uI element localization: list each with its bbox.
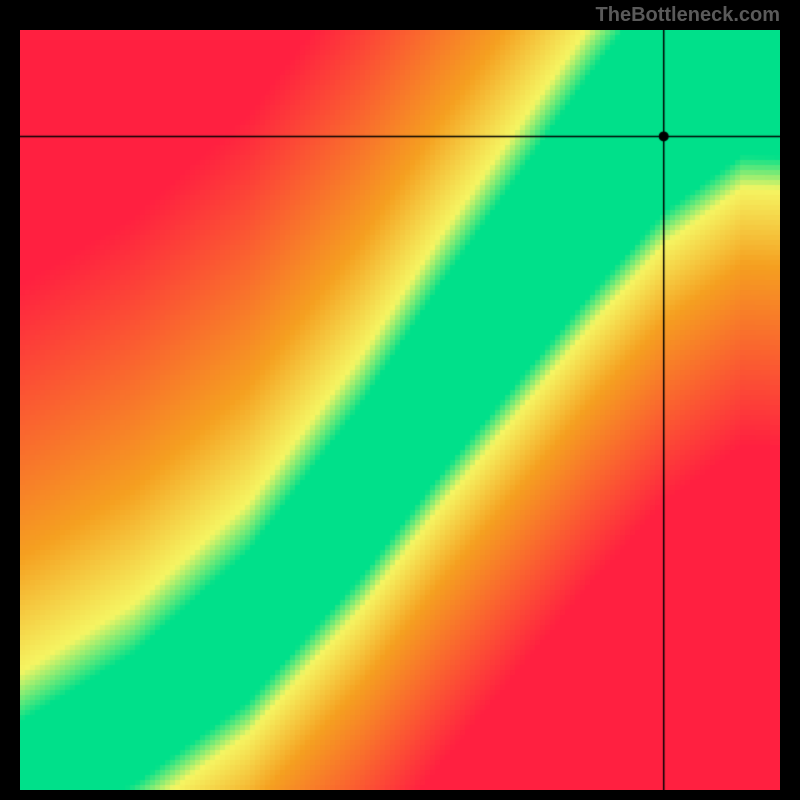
watermark-text: TheBottleneck.com — [596, 4, 780, 27]
heatmap-canvas — [20, 30, 780, 790]
bottleneck-heatmap — [20, 30, 780, 790]
